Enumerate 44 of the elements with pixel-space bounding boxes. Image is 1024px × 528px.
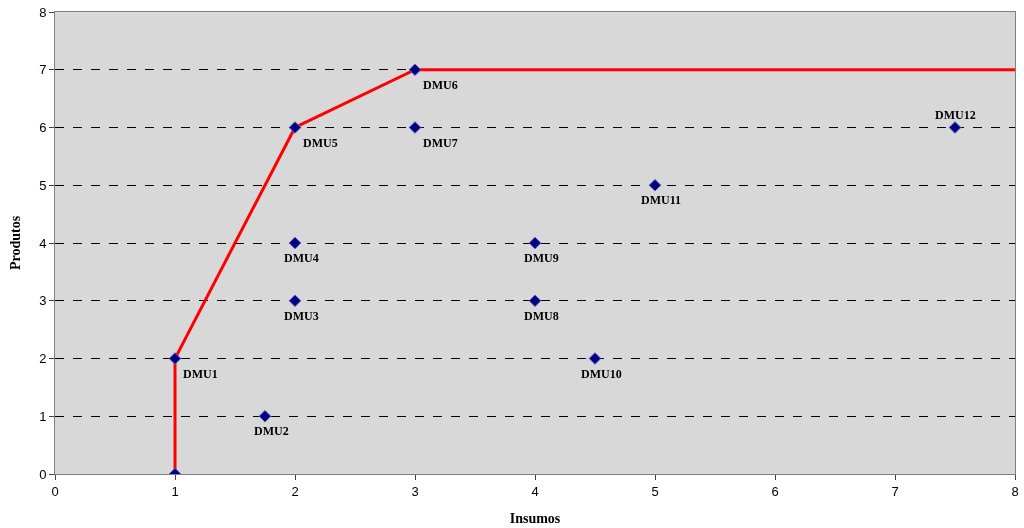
x-tick-label: 6 (771, 483, 779, 499)
point (288, 121, 302, 134)
point (408, 121, 422, 134)
x-tick-label: 0 (51, 483, 59, 499)
x-tick-label: 8 (1011, 483, 1019, 499)
y-tick-label: 1 (39, 408, 47, 424)
y-tick-label: 8 (39, 4, 47, 20)
x-tick-label: 2 (291, 483, 299, 499)
annotation: DMU12 (935, 108, 976, 122)
annotation: DMU6 (423, 78, 458, 92)
annotation: DMU11 (641, 193, 681, 207)
x-tick-label: 1 (171, 483, 179, 499)
y-tick-label: 0 (39, 466, 47, 482)
y-tick-label: 7 (39, 62, 47, 78)
point (258, 409, 272, 423)
annotation: DMU9 (524, 251, 559, 265)
point (648, 178, 662, 192)
point (588, 352, 602, 365)
point (288, 294, 302, 308)
annotation: DMU4 (284, 251, 319, 265)
x-tick-label: 4 (531, 483, 539, 499)
point (528, 236, 542, 250)
x-axis-title: Insumos (509, 510, 561, 526)
point (948, 121, 962, 134)
point (528, 294, 542, 308)
annotation: DMU7 (423, 136, 458, 150)
y-axis-title: Produtos (7, 215, 23, 271)
x-tick-label: 3 (411, 483, 419, 499)
y-tick-label: 3 (39, 293, 47, 309)
y-tick-label: 6 (39, 120, 47, 136)
y-tick-label: 4 (39, 235, 47, 251)
annotation: DMU2 (254, 424, 289, 438)
x-tick-label: 5 (651, 483, 659, 499)
point (408, 63, 422, 77)
annotation: DMU10 (581, 367, 622, 381)
annotation: DMU8 (524, 309, 559, 323)
annotation: DMU1 (183, 367, 218, 381)
x-tick-label: 7 (891, 483, 899, 499)
annotation: DMU3 (284, 309, 319, 323)
point (288, 236, 302, 250)
y-tick-label: 2 (39, 351, 47, 367)
y-tick-label: 5 (39, 177, 47, 193)
point (168, 352, 182, 365)
annotation: DMU5 (303, 136, 338, 150)
